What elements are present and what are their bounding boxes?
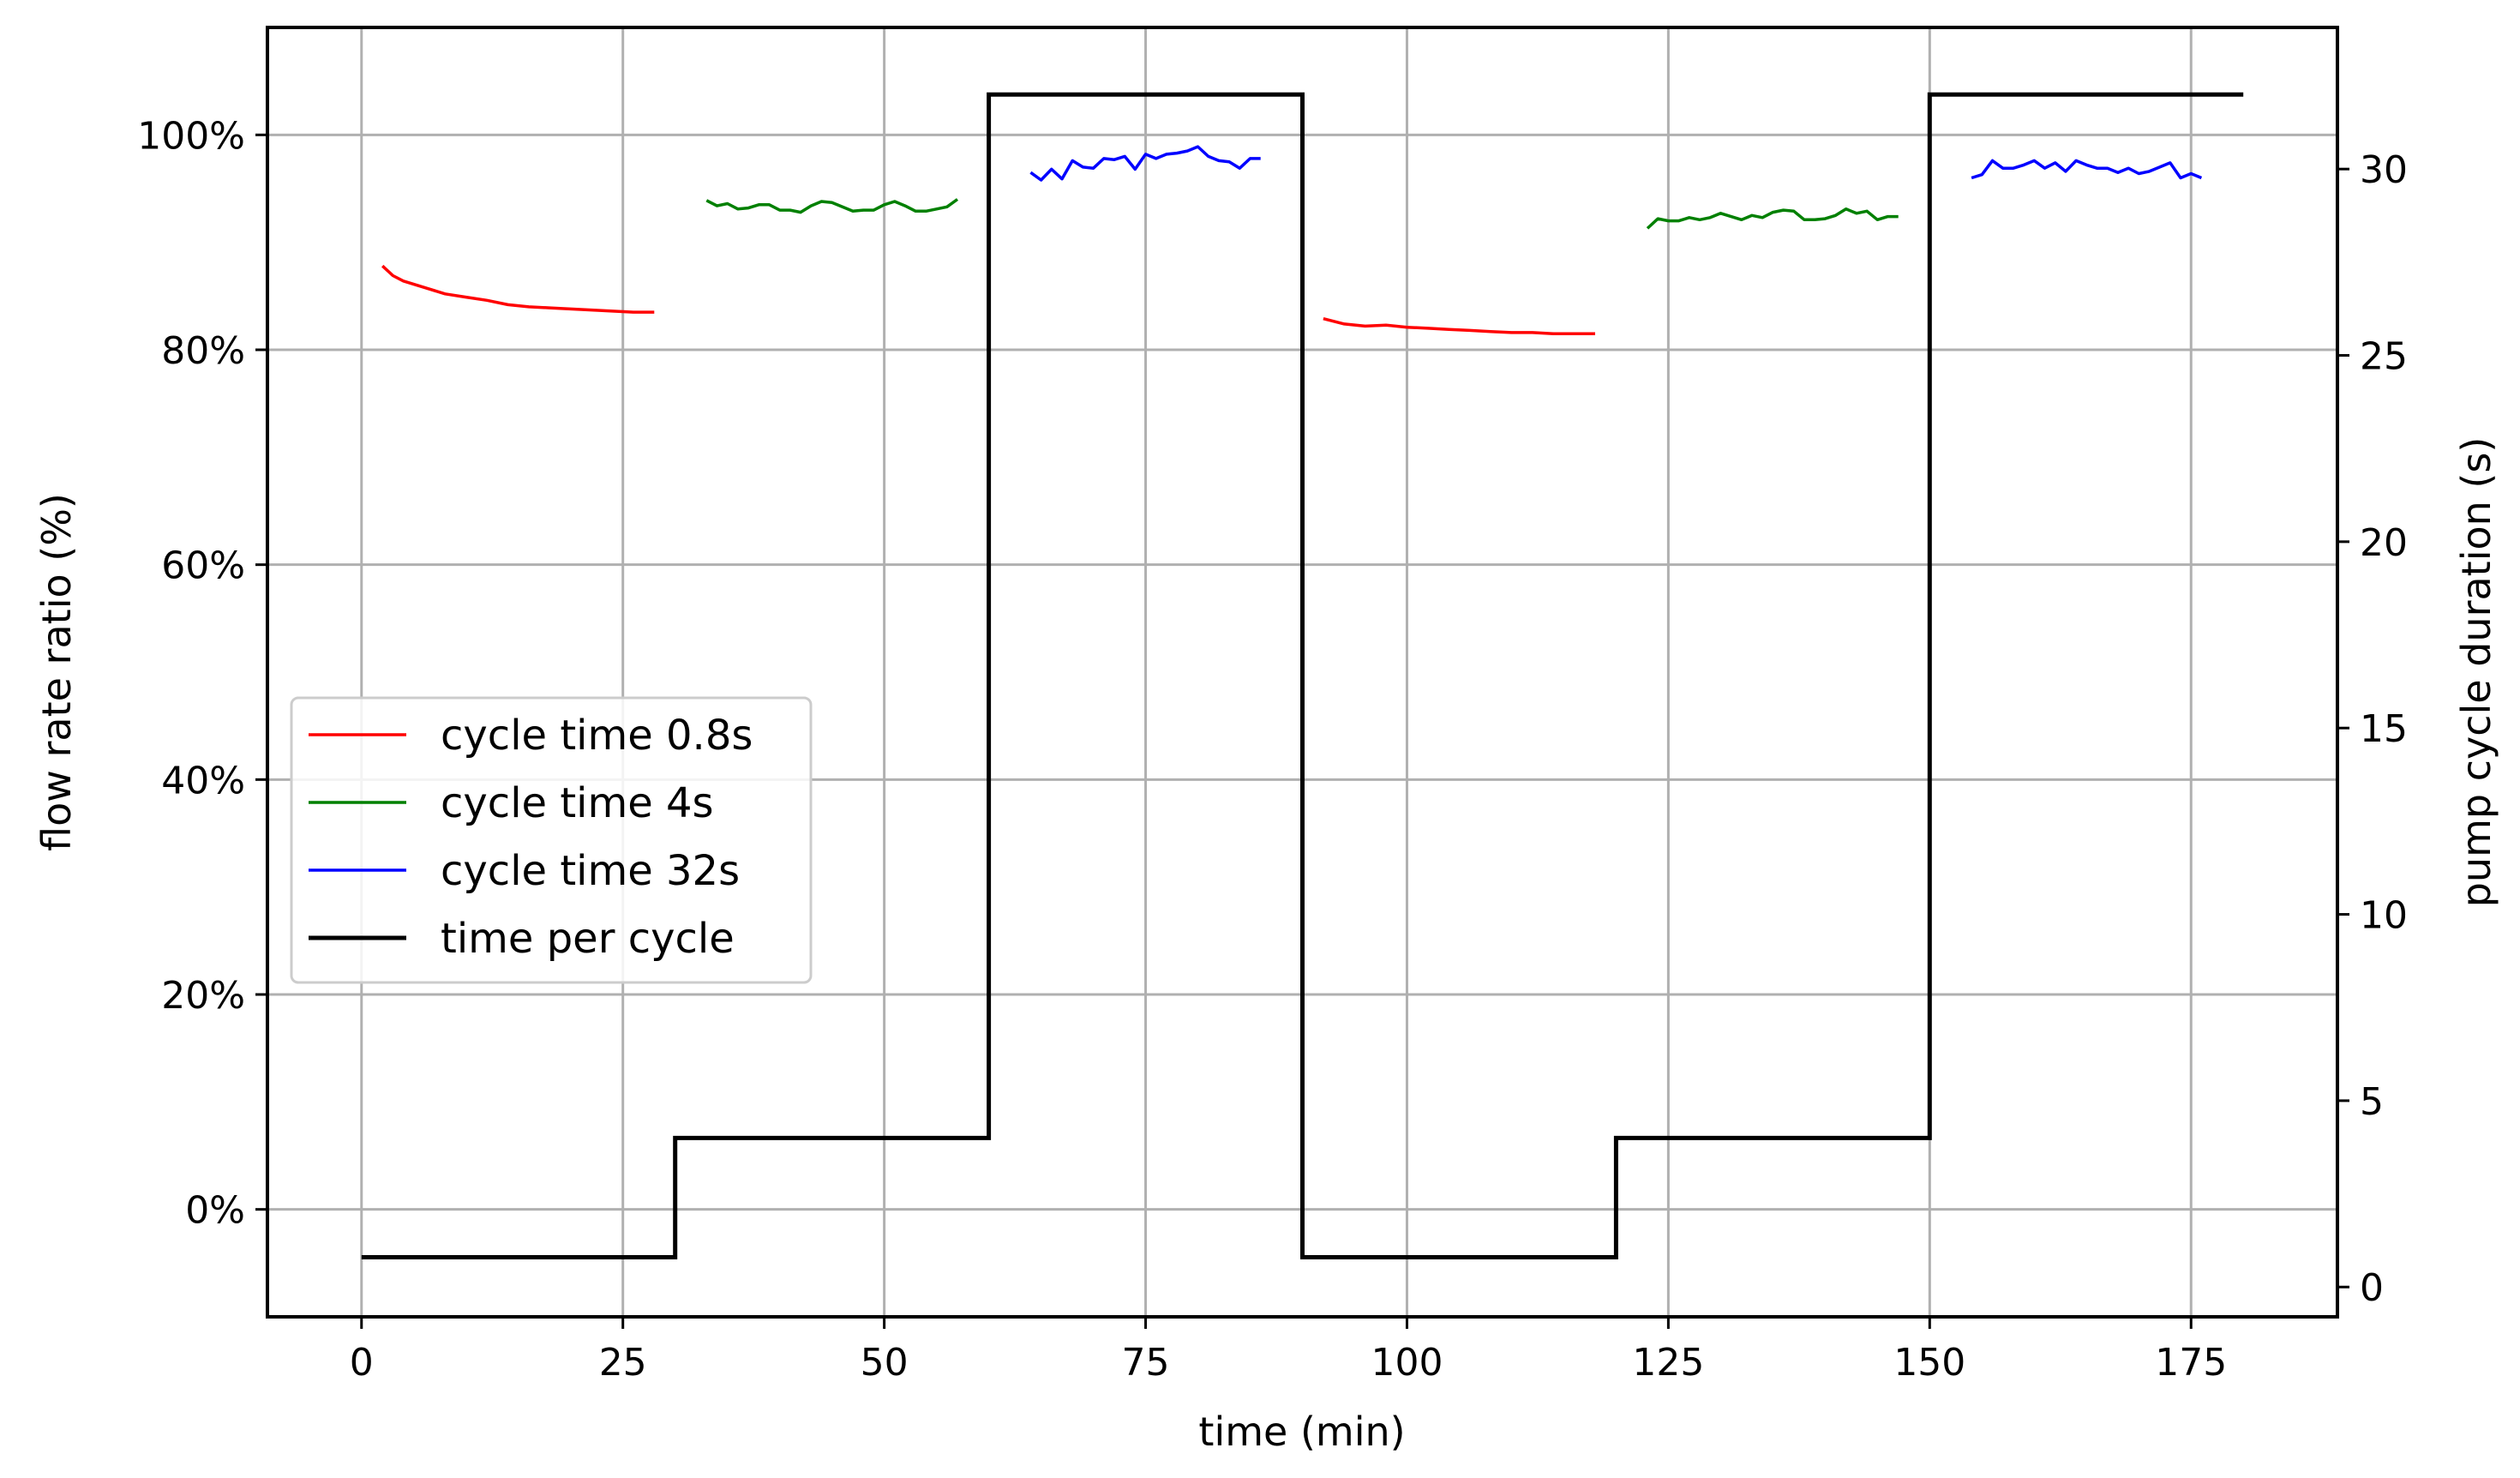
series-line-cycle-time-4s [1646,207,1899,230]
y-tick-label: 60% [161,544,245,588]
right-axis: 0 5 10 15 20 25 30 [2337,148,2408,1310]
legend-label: cycle time 4s [441,779,714,827]
y2-tick-label: 20 [2360,521,2408,565]
y-tick-label: 100% [137,114,245,158]
y2-axis-label: pump cycle duration (s) [2453,437,2499,908]
legend-box [290,696,813,984]
x-tick-label: 50 [861,1341,909,1385]
series-line-cycle-time-32s [1029,145,1261,182]
x-tick-label: 25 [599,1341,647,1385]
series-line-cycle-time-4s [705,198,959,214]
left-axis: 0% 20% 40% 60% 80% 100% [137,114,267,1233]
legend-label: time per cycle [441,915,735,963]
x-tick-label: 75 [1122,1341,1170,1385]
plot-frame [266,26,2339,1319]
y-tick-label: 40% [161,759,245,802]
y2-tick-label: 0 [2360,1266,2384,1310]
x-axis-label: time (min) [1198,1409,1405,1455]
y2-tick-label: 25 [2360,335,2408,379]
legend-label: cycle time 32s [441,847,740,895]
y-tick-label: 20% [161,974,245,1018]
x-tick-label: 0 [350,1341,374,1385]
y2-tick-label: 15 [2360,707,2408,751]
x-tick-label: 100 [1371,1341,1443,1385]
series-line-time-per-cycle [361,92,2244,1259]
y-tick-label: 80% [161,329,245,373]
series-line-cycle-time-32s [1971,159,2203,180]
y2-tick-label: 5 [2360,1080,2384,1124]
x-tick-label: 125 [1632,1341,1704,1385]
legend: cycle time 0.8s cycle time 4s cycle time 3… [290,696,813,984]
x-tick-label: 175 [2155,1341,2227,1385]
y2-tick-label: 10 [2360,894,2408,938]
x-axis: 0 25 50 75 100 125 150 175 [350,1317,2227,1385]
y-tick-label: 0% [185,1189,245,1233]
series-line-cycle-time-0-8s [1323,317,1595,335]
x-tick-label: 150 [1893,1341,1965,1385]
y-axis-label: flow rate ratio (%) [33,493,80,851]
series-layer [361,92,2244,1259]
series-line-cycle-time-0-8s [381,264,655,314]
legend-label: cycle time 0.8s [441,712,753,760]
y2-tick-label: 30 [2360,148,2408,192]
